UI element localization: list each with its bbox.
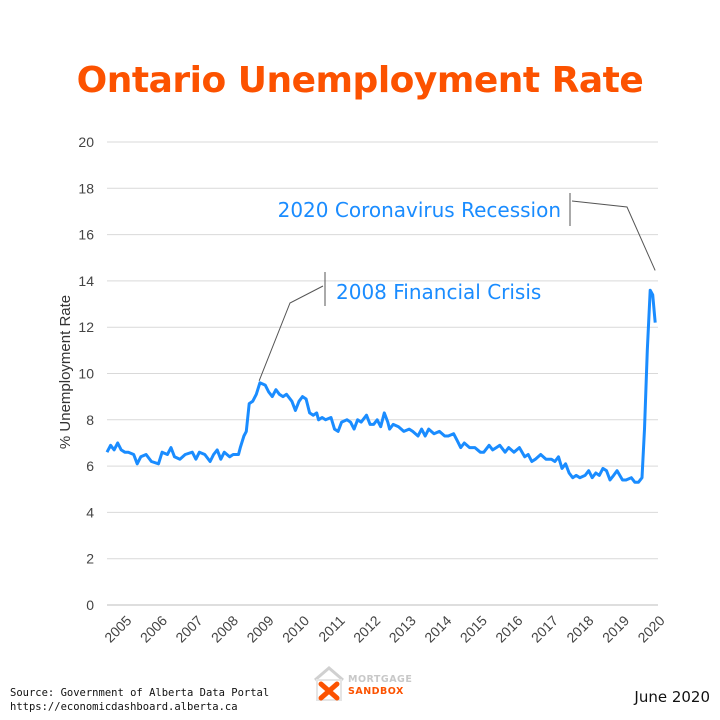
leader-line [258, 285, 324, 381]
y-tick-label: 20 [78, 134, 94, 150]
annotation-financial-crisis: 2008 Financial Crisis [336, 280, 541, 304]
house-x-icon [314, 666, 344, 701]
x-tick-labels: 2005 2006 2007 2008 2009 2010 2011 2012 2013 2014… [101, 612, 668, 645]
y-tick-label: 10 [78, 366, 94, 382]
x-tick-label: 2005 [101, 612, 134, 645]
logo-text-sandbox: SANDBOX [348, 686, 404, 697]
source-note: Source: Government of Alberta Data Porta… [10, 686, 269, 714]
x-tick-label: 2010 [279, 612, 312, 645]
x-tick-label: 2015 [457, 612, 490, 645]
y-tick-label: 2 [86, 551, 94, 567]
x-tick-label: 2016 [492, 612, 525, 645]
x-tick-label: 2007 [172, 612, 205, 645]
x-tick-label: 2014 [421, 612, 454, 645]
x-tick-label: 2019 [599, 612, 632, 645]
source-url: https://economicdashboard.alberta.ca [10, 701, 238, 713]
x-tick-label: 2018 [563, 612, 596, 645]
y-tick-label: 0 [86, 597, 94, 613]
date-label: June 2020 [634, 688, 710, 706]
y-tick-label: 12 [78, 319, 94, 335]
y-tick-label: 18 [78, 180, 94, 196]
chart-title: Ontario Unemployment Rate [76, 60, 644, 101]
annotations: 2008 Financial Crisis 2020 Coronavirus Re… [258, 193, 656, 381]
series-group [105, 288, 657, 484]
logo-text-mortgage: MORTGAGE [348, 674, 413, 685]
leader-line [571, 200, 656, 271]
y-tick-label: 8 [86, 412, 94, 428]
x-tick-label: 2012 [350, 612, 383, 645]
series-line [105, 288, 657, 484]
x-tick-label: 2020 [634, 612, 667, 645]
source-line: Source: Government of Alberta Data Porta… [10, 687, 270, 699]
mortgage-sandbox-logo: MORTGAGE SANDBOX [312, 664, 432, 710]
x-tick-label: 2017 [528, 612, 561, 645]
x-tick-label: 2009 [243, 612, 276, 645]
y-axis-label: % Unemployment Rate [57, 295, 74, 449]
y-tick-label: 14 [78, 273, 94, 289]
y-tick-labels: 0 2 4 6 8 10 12 14 16 18 20 [78, 134, 94, 613]
y-tick-label: 16 [78, 227, 94, 243]
x-tick-label: 2006 [137, 612, 170, 645]
y-tick-label: 6 [86, 458, 94, 474]
y-tick-label: 4 [86, 504, 94, 520]
grid-lines [107, 141, 658, 606]
x-tick-label: 2011 [315, 612, 348, 645]
x-tick-label: 2013 [386, 612, 419, 645]
annotation-coronavirus: 2020 Coronavirus Recession [278, 198, 561, 222]
x-tick-label: 2008 [208, 612, 241, 645]
